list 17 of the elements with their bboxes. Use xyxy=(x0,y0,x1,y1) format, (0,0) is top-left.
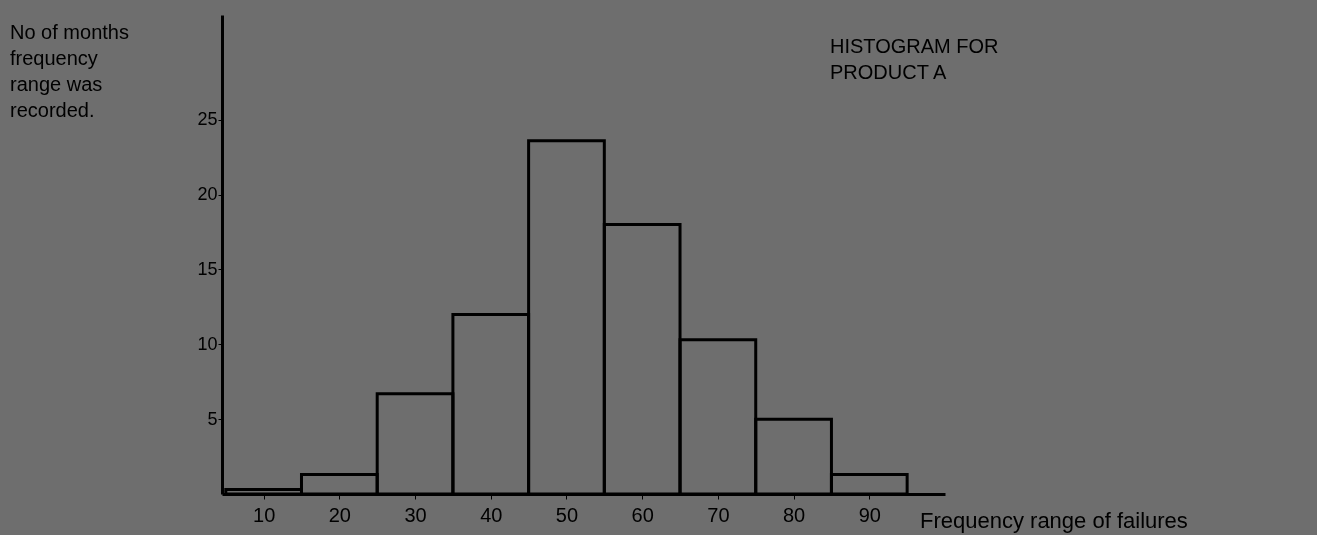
x-tick-label: 40 xyxy=(480,503,503,526)
text: HISTOGRAM FOR PRODUCT A xyxy=(830,35,999,83)
y-tick-label: 25 xyxy=(197,109,218,130)
x-tick-label: 60 xyxy=(631,503,654,526)
y-tick-label: 5 xyxy=(207,408,218,429)
x-tick-label: 70 xyxy=(707,503,730,526)
y-axis-title: No of months frequency range was recorded. xyxy=(10,21,129,121)
x-tick-label: 30 xyxy=(404,503,427,526)
x-tick-label: 20 xyxy=(328,503,351,526)
x-tick-label: 50 xyxy=(555,503,579,526)
x-axis-title: Frequency range of failures xyxy=(920,508,1188,533)
x-tick-label: 10 xyxy=(253,503,276,526)
y-tick-label: 20 xyxy=(197,184,218,205)
y-tick-label: 15 xyxy=(197,258,218,279)
x-tick-label: 90 xyxy=(858,503,881,526)
y-tick-label: 10 xyxy=(197,333,218,354)
x-tick-label: 80 xyxy=(782,503,806,526)
